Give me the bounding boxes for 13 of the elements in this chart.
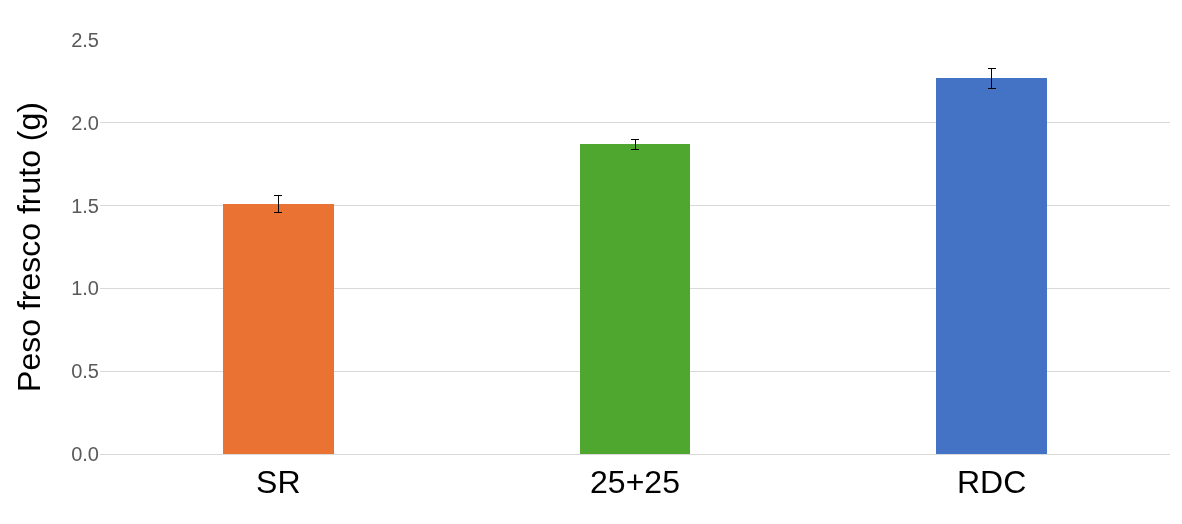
y-tick-label: 0.0 <box>71 443 99 465</box>
y-axis-title: Peso fresco fruto (g) <box>11 102 48 392</box>
y-tick-label: 1.5 <box>71 194 99 217</box>
x-tick-label: RDC <box>957 464 1027 501</box>
y-tick-label: 0.5 <box>71 360 99 383</box>
bar <box>936 78 1047 454</box>
y-tick-label: 2.0 <box>71 111 99 134</box>
x-tick-label: 25+25 <box>590 464 680 501</box>
y-tick-label: 2.5 <box>71 29 99 51</box>
bar <box>223 204 334 454</box>
x-tick-label: SR <box>256 464 301 501</box>
bar <box>580 144 690 454</box>
y-tick-label: 1.0 <box>71 277 99 300</box>
